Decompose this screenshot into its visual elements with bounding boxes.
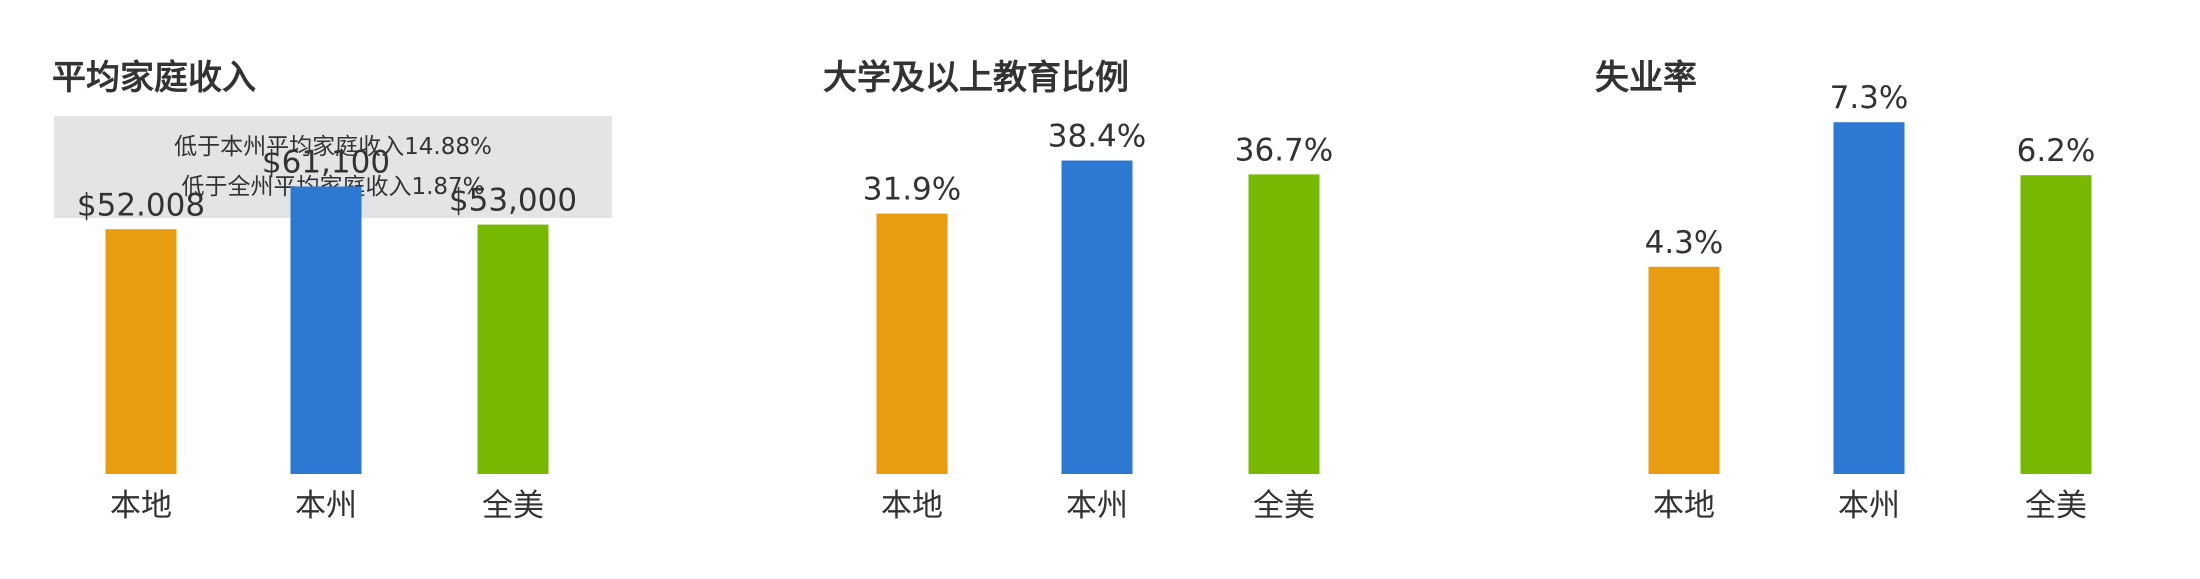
bar-value-label: $52.008 — [77, 187, 205, 223]
bar-chart-college-education: 31.9% 本地 38.4% 本州 36.7% 全美 — [863, 119, 1333, 524]
category-label: 全美 — [482, 488, 544, 524]
chart-panel-unemployment: 失业率 4.3% 本地 7.3% 本州 6.2% 全美 — [1595, 0, 2200, 579]
bar-value-label: 4.3% — [1645, 225, 1724, 261]
bar-0 — [1648, 266, 1720, 474]
bar-value-label: $53,000 — [449, 183, 577, 219]
category-label: 本州 — [1066, 488, 1128, 524]
bar-chart-household-income: $52.008 本地 $61,100 本州 $53,000 全美 — [77, 144, 577, 524]
category-label: 本地 — [110, 488, 172, 524]
bar-1 — [1833, 122, 1905, 474]
bar-value-label: 7.3% — [1830, 80, 1909, 116]
bar-1 — [290, 186, 362, 474]
category-label: 本地 — [881, 488, 943, 524]
bar-chart-unemployment: 4.3% 本地 7.3% 本州 6.2% 全美 — [1645, 80, 2096, 524]
chart-panel-household-income: 平均家庭收入 低于本州平均家庭收入14.88% 低于全州平均家庭收入1.87% … — [52, 0, 792, 579]
chart-title: 平均家庭收入 — [52, 58, 256, 98]
bar-0 — [105, 229, 177, 474]
category-label: 全美 — [2025, 488, 2087, 524]
comparison-note-state: 低于本州平均家庭收入14.88% — [174, 134, 492, 160]
chart-title: 失业率 — [1595, 58, 1697, 98]
category-label: 本州 — [1838, 488, 1900, 524]
bar-2 — [1248, 174, 1320, 475]
bar-value-label: $61,100 — [262, 144, 390, 180]
bar-2 — [2020, 175, 2092, 474]
comparison-note-box: 低于本州平均家庭收入14.88% 低于全州平均家庭收入1.87% — [54, 116, 612, 218]
bar-value-label: 36.7% — [1235, 132, 1333, 168]
chart-panel-college-education: 大学及以上教育比例 31.9% 本地 38.4% 本州 36.7% 全美 — [823, 0, 1563, 579]
bar-1 — [1061, 160, 1133, 474]
bar-2 — [477, 224, 549, 474]
category-label: 全美 — [1253, 488, 1315, 524]
bar-0 — [876, 213, 948, 474]
bar-value-label: 31.9% — [863, 172, 961, 208]
category-label: 本地 — [1653, 488, 1715, 524]
category-label: 本州 — [295, 488, 357, 524]
chart-title: 大学及以上教育比例 — [823, 58, 1129, 98]
bar-value-label: 6.2% — [2017, 133, 2096, 169]
bar-value-label: 38.4% — [1048, 119, 1146, 155]
